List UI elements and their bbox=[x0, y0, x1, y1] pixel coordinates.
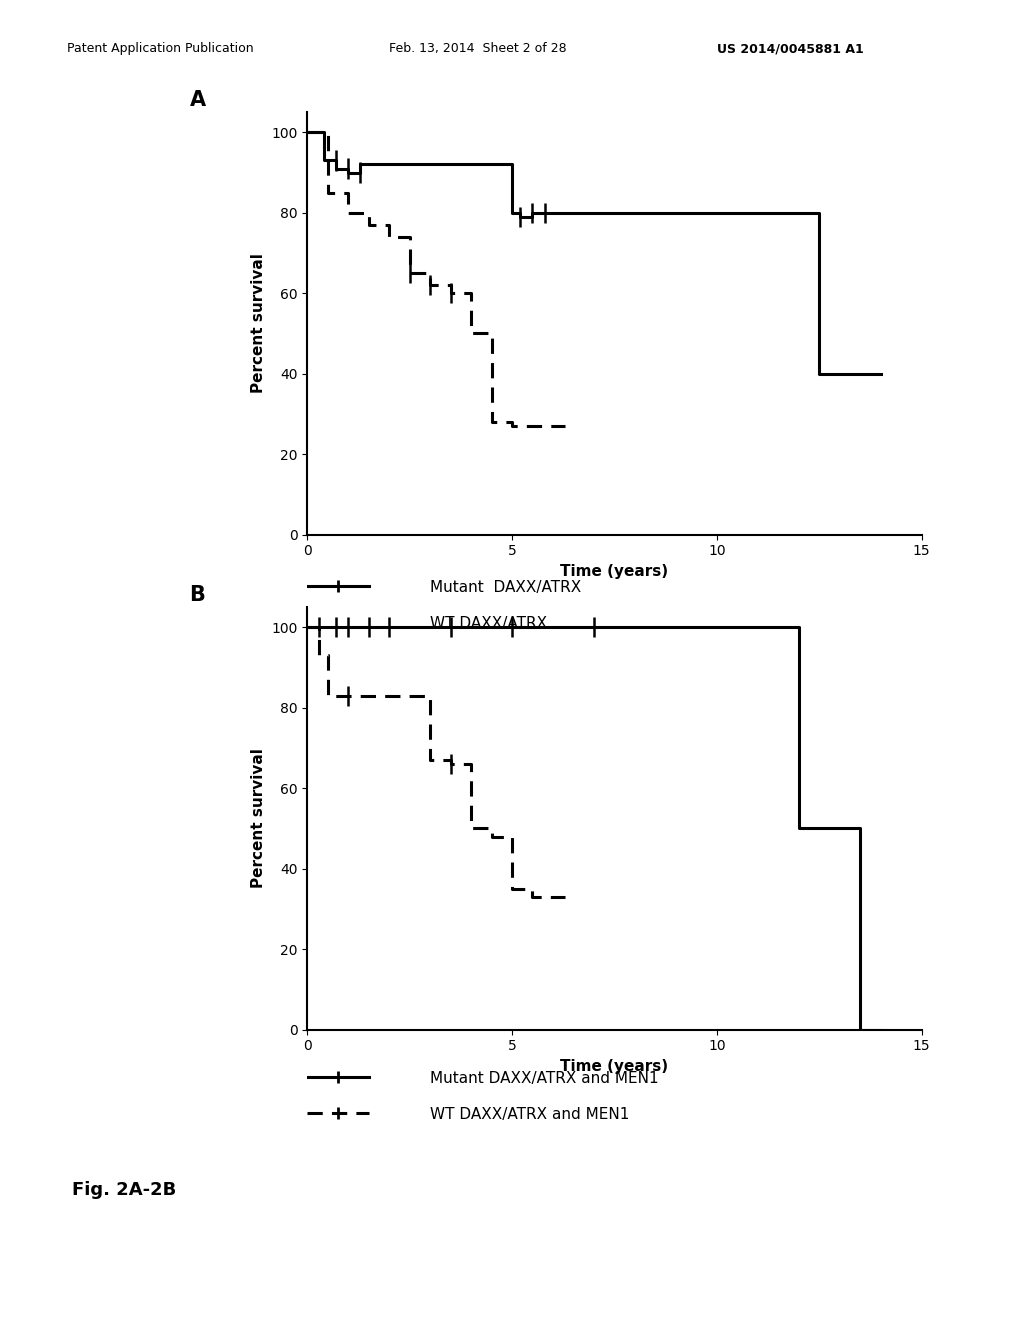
Text: US 2014/0045881 A1: US 2014/0045881 A1 bbox=[717, 42, 863, 55]
Text: B: B bbox=[189, 585, 206, 605]
Text: Feb. 13, 2014  Sheet 2 of 28: Feb. 13, 2014 Sheet 2 of 28 bbox=[389, 42, 566, 55]
X-axis label: Time (years): Time (years) bbox=[560, 1059, 669, 1074]
Text: Mutant DAXX/ATRX and MEN1: Mutant DAXX/ATRX and MEN1 bbox=[430, 1071, 658, 1086]
Text: WT DAXX/ATRX: WT DAXX/ATRX bbox=[430, 615, 547, 631]
Text: Mutant  DAXX/ATRX: Mutant DAXX/ATRX bbox=[430, 579, 582, 595]
Text: A: A bbox=[189, 90, 206, 110]
Text: Fig. 2A-2B: Fig. 2A-2B bbox=[72, 1180, 176, 1199]
X-axis label: Time (years): Time (years) bbox=[560, 564, 669, 579]
Text: Patent Application Publication: Patent Application Publication bbox=[67, 42, 253, 55]
Y-axis label: Percent survival: Percent survival bbox=[251, 748, 265, 888]
Text: WT DAXX/ATRX and MEN1: WT DAXX/ATRX and MEN1 bbox=[430, 1106, 630, 1122]
Y-axis label: Percent survival: Percent survival bbox=[251, 253, 265, 393]
